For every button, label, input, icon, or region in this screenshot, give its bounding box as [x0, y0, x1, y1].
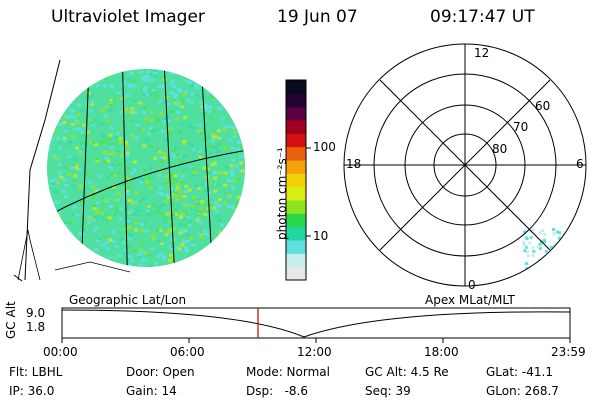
status-glon: GLon: 268.7 [486, 384, 559, 398]
timeline-y-low: 1.8 [26, 320, 46, 334]
status-flt: Flt: LBHL [9, 365, 63, 379]
colorbar-tick-100: 100 [313, 140, 336, 154]
timeline-tick-1: 06:00 [170, 345, 205, 359]
time-label: 09:17:47 UT [430, 7, 535, 27]
polar-caption: Apex MLat/MLT [425, 293, 515, 307]
geo-image [13, 59, 245, 282]
lat-60-label: 60 [535, 99, 551, 113]
geo-edge-meridian [13, 59, 61, 282]
status-dsp: Dsp: -8.6 [246, 384, 309, 398]
timeline-y-high: 9.0 [26, 306, 46, 320]
timeline-tick-2: 12:00 [297, 345, 332, 359]
timeline-tick-4: 23:59 [551, 345, 586, 359]
mlt-12-label: 12 [474, 46, 490, 60]
altitude-curve [61, 309, 571, 338]
status-door: Door: Open [126, 365, 195, 379]
status-gain: Gain: 14 [126, 384, 177, 398]
status-ip: IP: 36.0 [9, 384, 55, 398]
geo-caption: Geographic Lat/Lon [69, 293, 187, 307]
status-gc-alt: GC Alt: 4.5 Re [365, 365, 449, 379]
timeline-panel [61, 307, 571, 343]
date-label: 19 Jun 07 [277, 7, 358, 27]
mlt-18-label: 18 [346, 157, 362, 171]
timeline-y-axis-label: GC Alt [4, 301, 18, 339]
mlt-6-label: 6 [576, 157, 584, 171]
colorbar-unit-label: photon cm⁻²s⁻¹ [275, 147, 289, 240]
status-mode: Mode: Normal [246, 365, 330, 379]
coastline-icon [17, 229, 131, 281]
instrument-title: Ultraviolet Imager [51, 7, 205, 27]
colorbar-tick-10: 10 [313, 229, 329, 243]
polar-plot [343, 43, 587, 287]
status-seq: Seq: 39 [365, 384, 411, 398]
timeline-tick-0: 00:00 [43, 345, 78, 359]
timeline-tick-3: 18:00 [424, 345, 459, 359]
status-glat: GLat: -41.1 [486, 365, 553, 379]
lat-70-label: 70 [513, 120, 529, 134]
lat-80-label: 80 [492, 142, 508, 156]
colorbar [285, 79, 311, 281]
mlt-0-label: 0 [468, 278, 476, 292]
